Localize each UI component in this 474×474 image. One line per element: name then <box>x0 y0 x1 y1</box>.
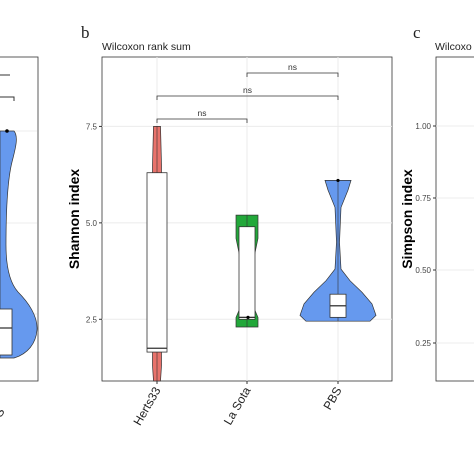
comparison-label: ns <box>198 108 207 118</box>
panel-a-violin <box>0 130 38 359</box>
violin-marks <box>146 126 377 382</box>
y-axis-label: Shannon index <box>66 169 82 270</box>
comparison-bracket <box>156 118 248 123</box>
panel-a-box <box>0 308 13 356</box>
panel-c-y-tick-label: 0.75 <box>415 194 431 203</box>
comparison-brackets: ns ns ns <box>156 62 339 123</box>
comparison-label: ns <box>288 62 297 72</box>
panel-a-max-point <box>5 129 9 133</box>
panel-b-letter: b <box>81 23 90 42</box>
y-tick-label: 7.5 <box>86 122 98 131</box>
x-tick-label: Herts33 <box>130 384 163 428</box>
panel-c-y-tick-label: 0.50 <box>415 266 431 275</box>
comparison-bracket <box>246 72 339 77</box>
panel-c-y-tick-label: 0.25 <box>415 339 431 348</box>
panel-a-bracket <box>0 96 15 101</box>
panel-b: b Wilcoxon rank sum Shannon index nsnsns… <box>66 23 393 428</box>
panel-a-x-tick-label: S <box>0 406 8 420</box>
data-point <box>246 315 250 319</box>
comparison-label: ns <box>243 85 252 95</box>
y-tick-label: 2.5 <box>86 315 98 324</box>
panel-c-y-tick-label: 1.00 <box>415 122 431 131</box>
x-tick-label: La Sota <box>221 384 254 427</box>
panel-a: S <box>0 56 39 420</box>
y-tick-label: 5.0 <box>86 219 98 228</box>
box-herts33 <box>146 172 168 353</box>
comparison-bracket <box>156 95 339 100</box>
panel-c-y-axis-label: Simpson index <box>399 169 415 269</box>
box-la-sota <box>238 226 256 320</box>
x-axis-ticks: Herts33 La Sota PBS <box>130 381 345 428</box>
panel-b-test-label: Wilcoxon rank sum <box>102 41 191 53</box>
panel-c-plot-area <box>435 56 474 382</box>
x-tick-label: PBS <box>320 385 344 413</box>
panel-c: c Wilcoxo Simpson index 1.00 0.75 0.50 0… <box>399 23 474 382</box>
y-axis-ticks: 2.5 5.0 7.5 <box>86 122 102 324</box>
panel-c-letter: c <box>413 23 421 42</box>
data-point <box>336 178 340 183</box>
panel-c-test-label: Wilcoxo <box>435 41 472 53</box>
